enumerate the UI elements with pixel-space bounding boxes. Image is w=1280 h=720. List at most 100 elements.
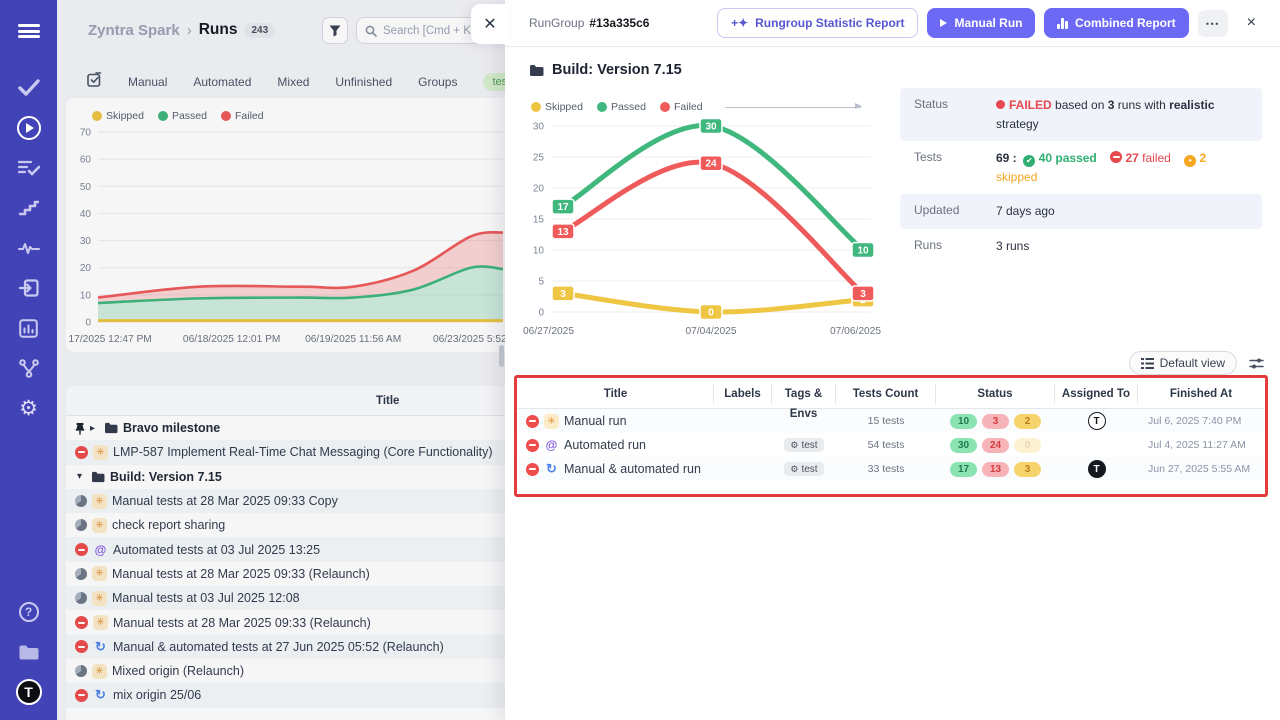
combined-report-button[interactable]: Combined Report: [1044, 8, 1189, 38]
tab-manual[interactable]: Manual: [128, 75, 168, 89]
run-list-item[interactable]: ✳ LMP-587 Implement Real-Time Chat Messag…: [66, 440, 505, 465]
run-list-item[interactable]: ↻ Manual & automated tests at 27 Jun 2025…: [66, 634, 505, 659]
svg-text:06/27/2025: 06/27/2025: [523, 326, 574, 337]
breadcrumb: Zyntra Spark › Runs 243: [88, 21, 276, 39]
columns-settings-icon[interactable]: [1249, 357, 1264, 370]
help-icon[interactable]: ?: [0, 592, 57, 632]
column-header-status[interactable]: Status: [936, 383, 1055, 404]
manual-run-button[interactable]: Manual Run: [927, 8, 1036, 38]
table-row[interactable]: ↻ Manual & automated run ⚙ test 33 tests 17 13…: [518, 457, 1264, 481]
tag-pill[interactable]: ⚙ test: [784, 438, 824, 452]
automated-run-icon: @: [545, 438, 558, 452]
scrollbar-thumb[interactable]: [499, 345, 504, 367]
tag-pill[interactable]: ⚙ test: [784, 462, 824, 476]
chevron-down-icon[interactable]: ▾: [77, 471, 83, 483]
legend-item-passed[interactable]: Passed: [596, 101, 646, 113]
folder-list-item[interactable]: ▾ Build: Version 7.15: [66, 465, 505, 489]
breadcrumb-app[interactable]: Zyntra Spark: [88, 21, 180, 39]
runs-play-icon[interactable]: [0, 108, 57, 148]
status-cell: 17 13 3: [936, 461, 1055, 477]
tests-check-icon[interactable]: [0, 68, 57, 108]
analytics-bar-chart-icon[interactable]: [0, 308, 57, 348]
app-sidebar: ⚙ ? T: [0, 0, 57, 720]
failed-status-icon: [75, 445, 88, 459]
svg-text:40: 40: [80, 209, 92, 220]
select-runs-icon[interactable]: [87, 72, 102, 92]
svg-text:10: 10: [80, 290, 92, 301]
tab-mixed[interactable]: Mixed: [277, 75, 310, 89]
rungroup-info: Status FAILED based on 3 runs with reali…: [900, 88, 1262, 264]
svg-text:13: 13: [557, 227, 569, 238]
pulse-icon[interactable]: [0, 228, 57, 268]
run-list-item[interactable]: ✳ Manual tests at 28 Mar 2025 09:33 (Rela…: [66, 610, 505, 634]
table-row[interactable]: ✳ Manual run 15 tests 10 3 2 T Jul 6, 2025 7:40…: [518, 409, 1264, 433]
milestone-list-item[interactable]: ▸ Bravo milestone: [66, 416, 505, 440]
branches-icon[interactable]: [0, 348, 57, 388]
gear-icon: ⚙: [790, 439, 799, 450]
drawer-close-button[interactable]: ×: [1246, 14, 1256, 31]
legend-item-skipped[interactable]: Skipped: [92, 110, 144, 122]
pending-status-icon: [75, 495, 87, 508]
table-row[interactable]: @ Automated run ⚙ test 54 tests 30 24 0 Jul 4, 2…: [518, 433, 1264, 457]
item-title: Mixed origin (Relaunch): [112, 664, 245, 679]
run-list-item[interactable]: ✳ Manual tests at 03 Jul 2025 12:08: [66, 586, 505, 611]
column-header-labels[interactable]: Labels: [714, 383, 772, 404]
more-button[interactable]: ⋯: [1197, 9, 1228, 37]
chevron-right-icon[interactable]: ▸: [90, 422, 96, 434]
steps-icon[interactable]: [0, 188, 57, 228]
legend-item-skipped[interactable]: Skipped: [531, 101, 583, 113]
svg-text:06/23/2025 5:52 P: 06/23/2025 5:52 P: [433, 334, 505, 345]
play-icon: [940, 19, 948, 27]
runs-list-header: Title: [66, 386, 505, 416]
column-header-assigned-to[interactable]: Assigned To: [1055, 383, 1138, 404]
pending-status-icon: [75, 665, 87, 678]
search-input[interactable]: [383, 24, 493, 37]
run-list-item[interactable]: ✳ Manual tests at 28 Mar 2025 09:33 (Rela…: [66, 562, 505, 586]
statistic-report-button[interactable]: +✦ Rungroup Statistic Report: [717, 8, 919, 38]
runs-area-chart: 0 10 20 30 40 50 60 70 17/2025 12:47 PM 06/18/202…: [69, 128, 505, 346]
svg-text:5: 5: [538, 277, 544, 288]
legend-item-passed[interactable]: Passed: [157, 110, 207, 122]
column-header-tags-envs[interactable]: Tags & Envs: [772, 383, 836, 420]
skipped-badge: 3: [1014, 461, 1041, 477]
import-sign-in-icon[interactable]: [0, 268, 57, 308]
tab-automated[interactable]: Automated: [193, 75, 252, 89]
column-header-tests-count[interactable]: Tests Count: [836, 383, 936, 404]
rungroup-drawer: ✕ RunGroup #13a335c6 +✦ Rungroup Statist…: [471, 0, 1280, 720]
run-list-item[interactable]: ✳ Manual tests at 28 Mar 2025 09:33 Copy: [66, 488, 505, 514]
sparkles-icon: +✦: [731, 16, 749, 30]
projects-folder-icon[interactable]: [0, 632, 57, 672]
failed-status-icon: [75, 640, 88, 654]
legend-dot-icon: [92, 111, 102, 121]
menu-icon[interactable]: [0, 11, 57, 51]
run-list-item[interactable]: ✳ Mixed origin (Relaunch): [66, 659, 505, 683]
tab-groups[interactable]: Groups: [418, 75, 458, 89]
failed-badge: 3: [982, 413, 1009, 429]
column-header-title[interactable]: Title: [518, 383, 714, 404]
assignee-avatar[interactable]: T: [1087, 460, 1106, 478]
item-title: Manual tests at 03 Jul 2025 12:08: [112, 591, 300, 606]
skipped-badge: 0: [1014, 437, 1041, 453]
main-header: Zyntra Spark › Runs 243: [57, 0, 534, 60]
settings-gear-icon[interactable]: ⚙: [19, 396, 38, 420]
item-title: Manual tests at 28 Mar 2025 09:33 (Relau…: [113, 615, 371, 630]
drawer-close-tab[interactable]: ✕: [471, 4, 509, 44]
tab-unfinished[interactable]: Unfinished: [335, 75, 393, 89]
user-avatar[interactable]: T: [0, 672, 57, 712]
failed-badge: 13: [982, 461, 1009, 477]
run-title: Manual & automated run: [564, 462, 701, 476]
legend-item-failed[interactable]: Failed: [659, 101, 703, 113]
runs-page: Zyntra Spark › Runs 243 Manual Automated M…: [57, 0, 546, 720]
legend-item-failed[interactable]: Failed: [220, 110, 264, 122]
run-list-item[interactable]: ↻ mix origin 25/06: [66, 683, 505, 708]
item-title: mix origin 25/06: [113, 688, 202, 703]
plans-list-check-icon[interactable]: [0, 148, 57, 188]
mixed-run-icon: ↻: [95, 687, 106, 703]
column-header-finished-at[interactable]: Finished At: [1169, 387, 1233, 400]
assignee-avatar[interactable]: T: [1087, 412, 1106, 430]
failed-status-icon: [526, 462, 539, 476]
filter-button[interactable]: [322, 17, 348, 44]
run-list-item[interactable]: ✳ check report sharing: [66, 513, 505, 537]
default-view-button[interactable]: Default view: [1128, 351, 1237, 375]
run-list-item[interactable]: @ Automated tests at 03 Jul 2025 13:25: [66, 537, 505, 562]
